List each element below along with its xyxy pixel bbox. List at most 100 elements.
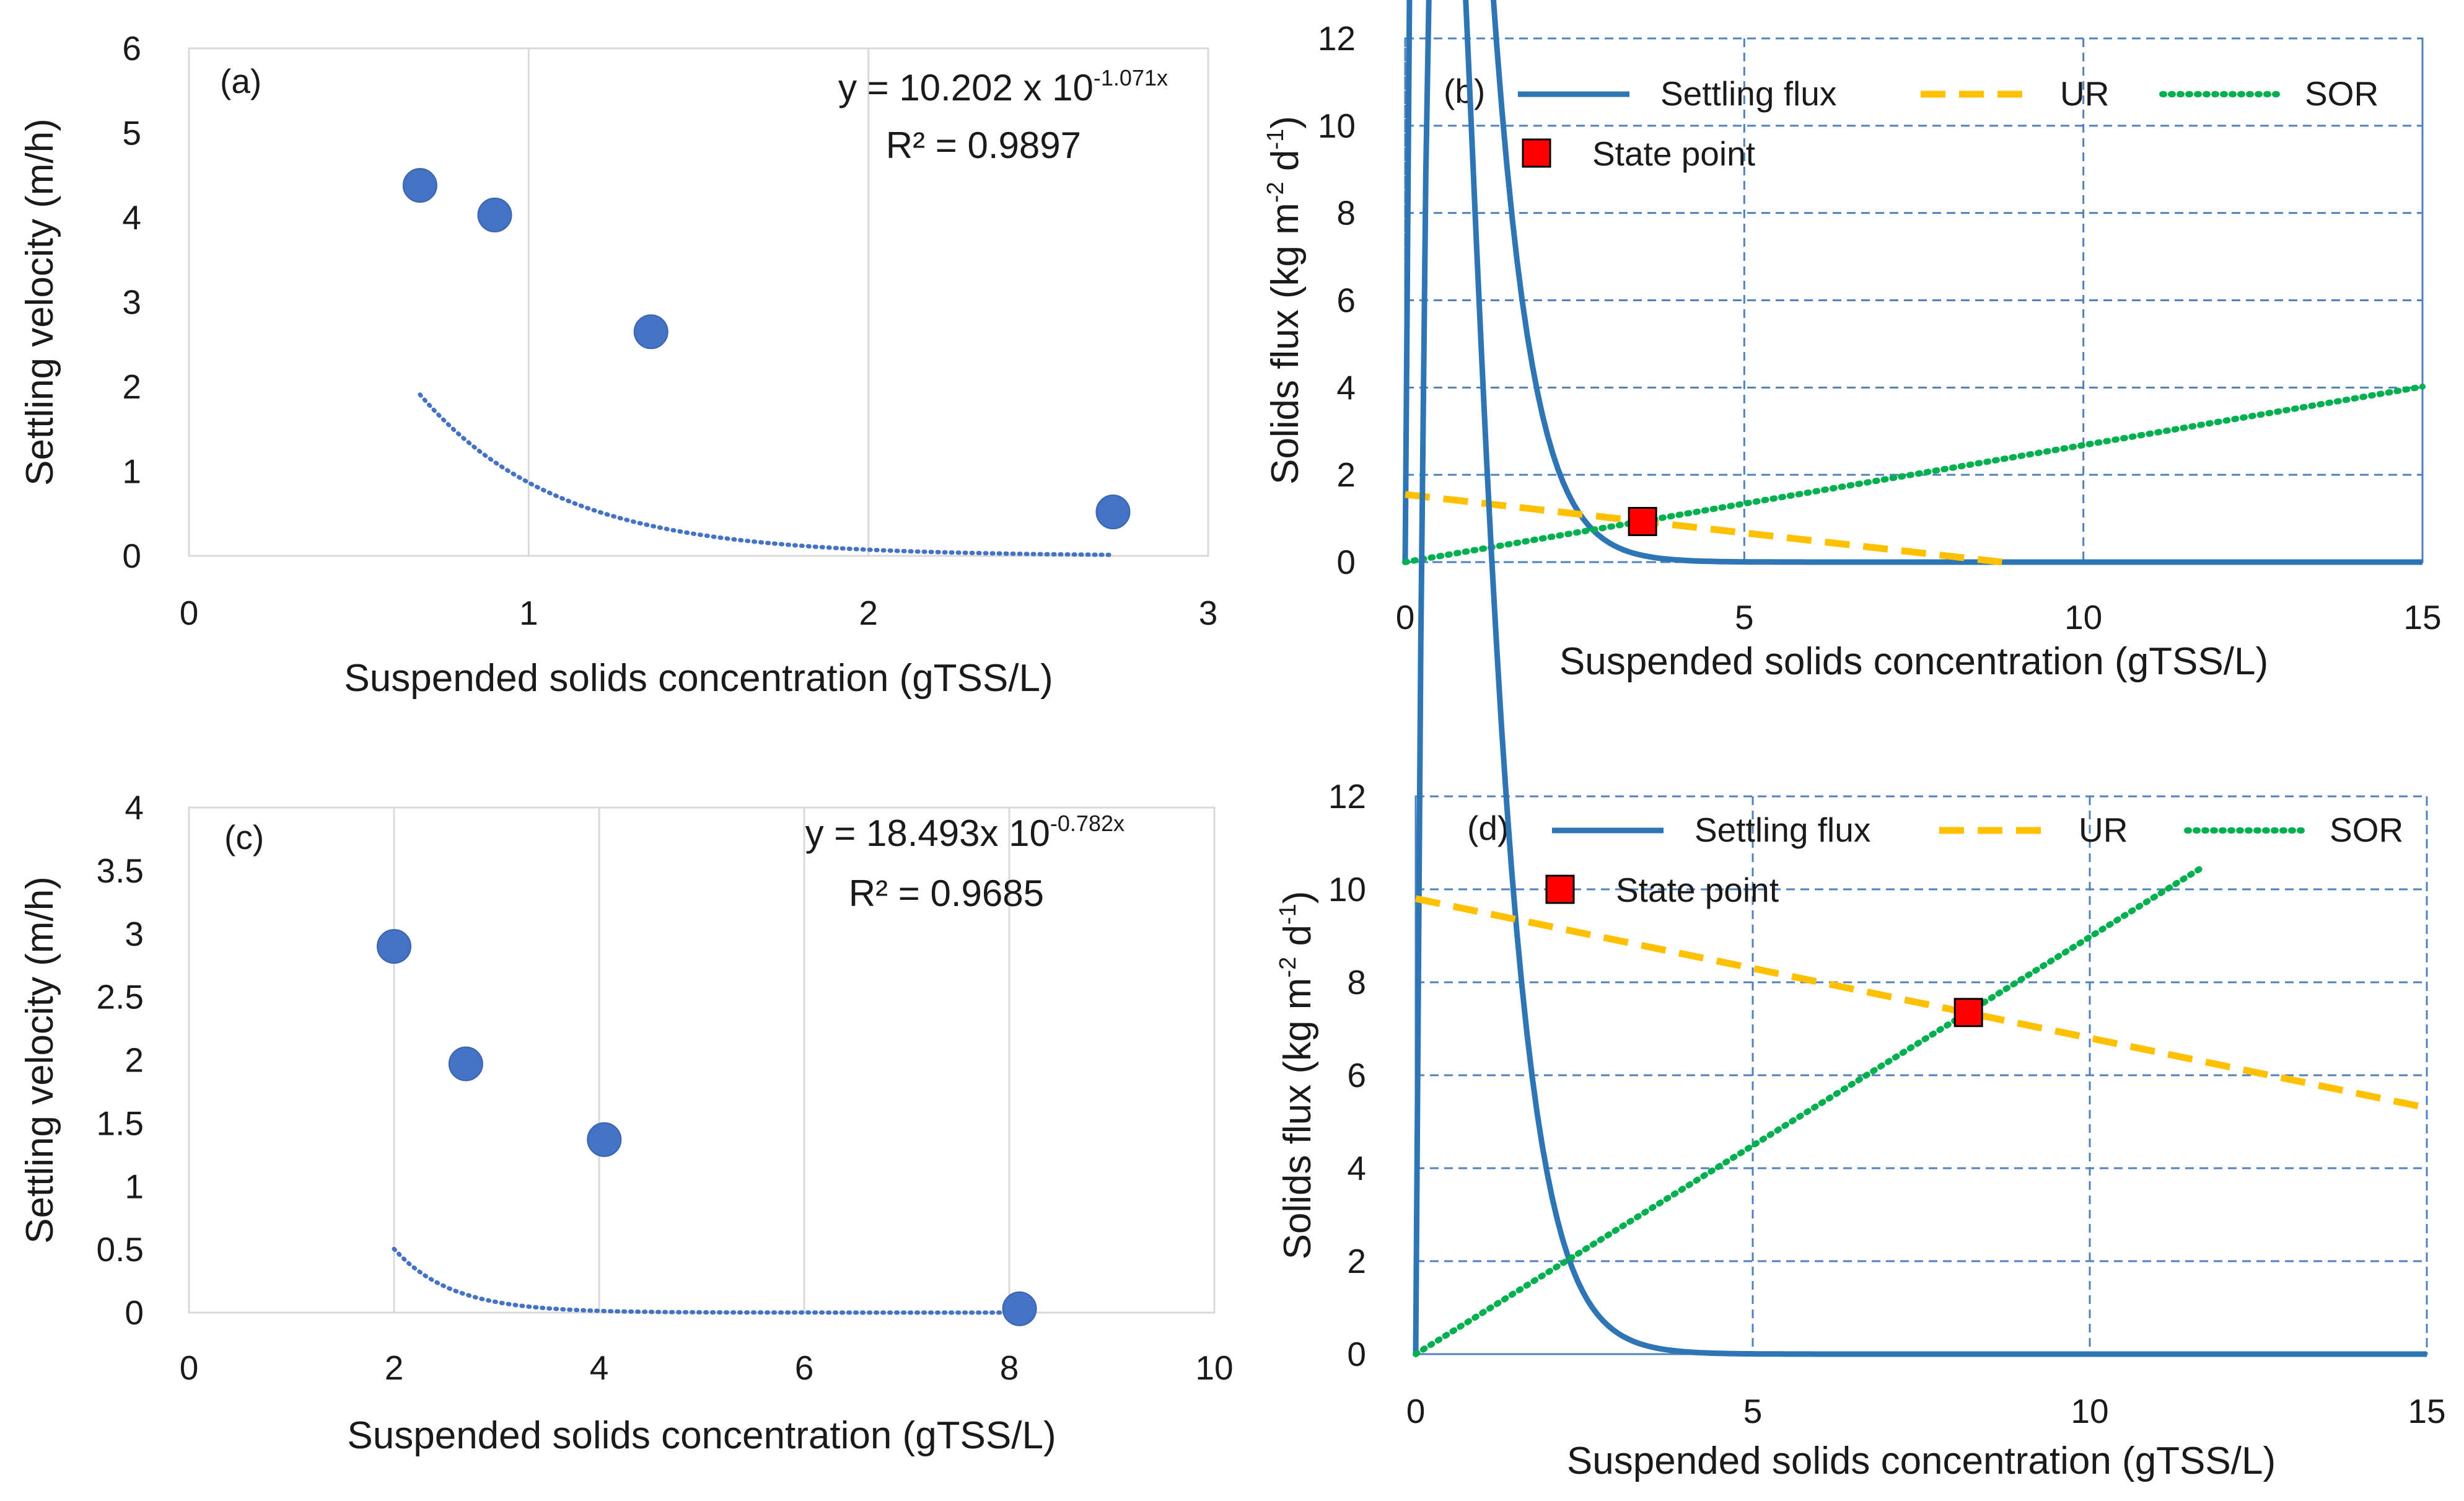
y-tick-label: 2.5 <box>97 978 144 1016</box>
x-tick-label: 0 <box>180 1349 199 1387</box>
y-tick-label: 12 <box>1328 777 1366 816</box>
y-axis-title-part: d <box>1264 150 1307 182</box>
x-axis-title: Suspended solids concentration (gTSS/L) <box>347 1414 1056 1457</box>
settling-flux-line <box>1413 0 2427 1357</box>
y-tick-label: 1.5 <box>97 1104 144 1142</box>
x-tick-label: 10 <box>2071 1392 2108 1430</box>
panel-label: (d) <box>1467 809 1509 847</box>
data-point <box>402 168 437 203</box>
plot-area-border <box>1404 37 2424 563</box>
x-tick-label: 5 <box>1743 1392 1763 1430</box>
sor-line <box>1402 383 2426 565</box>
trend-equation-main: y = 18.493x 10 <box>805 812 1050 854</box>
y-tick-label: 12 <box>1318 19 1356 58</box>
panel-label: (b) <box>1444 72 1485 110</box>
ur-line <box>1405 491 2002 566</box>
x-tick-label: 0 <box>1396 598 1415 636</box>
data-point <box>448 1046 483 1081</box>
sor-line <box>1413 863 2208 1357</box>
x-tick-label: 8 <box>1000 1349 1019 1387</box>
y-tick-label: 3.5 <box>97 852 144 890</box>
ur-line <box>1414 895 2428 1111</box>
y-tick-label: 3 <box>122 283 141 322</box>
data-point <box>377 929 411 964</box>
legend-label-settling-flux: Settling flux <box>1695 811 1870 849</box>
legend-label-state-point: State point <box>1592 134 1755 173</box>
trend-equation-exponent: -1.071x <box>1094 65 1168 90</box>
y-axis-title: Settling velocity (m/h) <box>19 876 61 1244</box>
panel-label: (c) <box>224 818 264 856</box>
x-tick-label: 4 <box>590 1349 609 1387</box>
y-axis-title-superscript: -2 <box>1275 957 1301 978</box>
y-tick-label: 3 <box>125 915 144 953</box>
y-tick-label: 8 <box>1336 194 1356 232</box>
y-tick-label: 0 <box>125 1293 144 1332</box>
y-axis-title-part: Solids flux (kg m <box>1264 203 1307 485</box>
x-tick-label: 3 <box>1199 594 1218 632</box>
data-point <box>477 197 512 232</box>
x-tick-label: 6 <box>795 1349 814 1387</box>
y-tick-label: 8 <box>1347 963 1366 1001</box>
chart-panel-c: 0 2 4 6 8 10 0 0.5 1 1.5 2 2.5 3 3.5 4 Suspended solids… <box>19 788 1234 1457</box>
y-axis-title-superscript: -1 <box>1263 129 1289 150</box>
x-tick-label: 0 <box>1406 1392 1426 1430</box>
state-point-marker <box>1628 507 1657 537</box>
y-axis-title-superscript: -2 <box>1263 182 1289 203</box>
x-axis-title: Suspended solids concentration (gTSS/L) <box>1559 640 2268 683</box>
y-tick-label: 2 <box>1336 456 1356 494</box>
y-tick-label: 4 <box>122 198 141 237</box>
y-tick-label: 5 <box>122 114 141 152</box>
data-point <box>587 1122 622 1157</box>
y-tick-label: 6 <box>1347 1056 1366 1094</box>
x-axis-title: Suspended solids concentration (gTSS/L) <box>1567 1440 2276 1482</box>
x-tick-label: 1 <box>519 594 538 632</box>
y-axis-title-superscript: -1 <box>1275 904 1301 925</box>
legend-swatch-state-point <box>1522 138 1551 168</box>
y-tick-label: 6 <box>1336 281 1356 320</box>
y-tick-label: 0 <box>122 537 141 575</box>
x-tick-label: 10 <box>1195 1349 1233 1387</box>
legend-label-state-point: State point <box>1616 871 1779 909</box>
legend-label-sor: SOR <box>2330 811 2403 849</box>
state-point-marker <box>1953 998 1983 1028</box>
y-tick-label: 4 <box>1336 368 1356 407</box>
y-tick-label: 6 <box>122 29 141 68</box>
chart-panel-d: 0 5 10 15 0 2 4 6 8 10 12 Suspended solids concentr… <box>1275 0 2446 1482</box>
y-axis-title-part: d <box>1276 925 1319 957</box>
panel-label: (a) <box>220 62 261 100</box>
x-tick-label: 5 <box>1735 598 1754 636</box>
y-tick-label: 2 <box>1347 1242 1366 1280</box>
trendline-series <box>418 392 1115 557</box>
y-tick-label: 4 <box>125 788 144 827</box>
chart-panel-a: 0 1 2 3 0 1 2 3 4 5 6 Suspended solids concentratio… <box>19 29 1217 700</box>
trend-equation: y = 18.493x 10-0.782x <box>805 811 1125 854</box>
legend-label-ur: UR <box>2079 811 2128 849</box>
y-tick-label: 2 <box>125 1041 144 1080</box>
x-tick-label: 0 <box>180 594 199 632</box>
x-tick-label: 2 <box>859 594 878 632</box>
x-tick-label: 2 <box>385 1349 404 1387</box>
y-axis-title-part: Solids flux (kg m <box>1276 978 1319 1260</box>
x-tick-label: 15 <box>2408 1392 2445 1430</box>
y-axis-title: Settling velocity (m/h) <box>19 118 61 486</box>
y-tick-label: 0 <box>1347 1335 1366 1373</box>
data-point <box>633 314 669 350</box>
trend-equation-exponent: -0.782x <box>1050 811 1125 836</box>
trendline-series <box>392 1246 1022 1315</box>
legend-label-sor: SOR <box>2305 74 2379 113</box>
trend-equation: y = 10.202 x 10-1.071x <box>838 65 1168 108</box>
y-axis-title-part: ) <box>1264 116 1307 129</box>
r-squared-label: R² = 0.9685 <box>849 873 1044 914</box>
r-squared-label: R² = 0.9897 <box>886 125 1081 166</box>
y-tick-label: 2 <box>122 368 141 406</box>
y-tick-label: 4 <box>1347 1149 1366 1187</box>
plot-area-border <box>188 806 1216 1314</box>
data-point <box>1002 1291 1037 1326</box>
legend-swatch-state-point <box>1545 874 1575 904</box>
y-tick-label: 1 <box>122 452 141 491</box>
y-axis-title: Solids flux (kg m-2 d-1) <box>1263 116 1307 485</box>
settling-flux-line <box>1402 0 2422 565</box>
trend-equation-main: y = 10.202 x 10 <box>838 67 1094 108</box>
y-tick-label: 0 <box>1336 543 1356 581</box>
